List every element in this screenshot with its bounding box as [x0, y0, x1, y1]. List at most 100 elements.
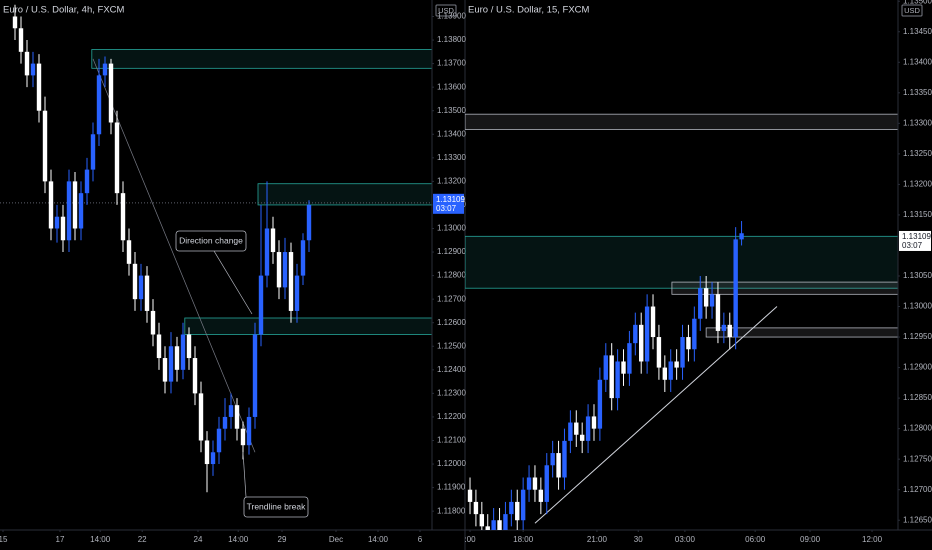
y-tick-label: 1.13900 — [437, 12, 466, 21]
trendline — [534, 306, 778, 524]
plot — [465, 113, 898, 530]
price-label: 1.13109 — [902, 232, 931, 241]
x-tick-label: 21:00 — [587, 535, 608, 544]
candle-body — [591, 416, 597, 429]
y-tick-label: 1.12700 — [437, 294, 466, 303]
x-tick-label: 14:00 — [228, 535, 249, 544]
candle-body — [692, 318, 697, 350]
y-tick-label: 1.13300 — [437, 153, 466, 162]
price-label-box — [433, 193, 464, 214]
candle-body — [479, 514, 485, 527]
y-tick-label: 1.13000 — [437, 224, 466, 233]
candle-body — [615, 361, 620, 399]
candle-body — [156, 334, 162, 359]
candle-body — [467, 489, 473, 502]
x-tick-label: 24 — [194, 535, 203, 544]
candle-body — [96, 75, 102, 135]
x-tick-label: 12:00 — [862, 535, 883, 544]
x-tick-label: 14:00 — [90, 535, 111, 544]
candle-body — [204, 440, 210, 465]
candle-body — [234, 405, 240, 429]
candle-body — [258, 275, 264, 335]
x-tick-label: 6 — [418, 535, 423, 544]
zone — [257, 183, 432, 206]
y-tick-label: 1.13150 — [903, 210, 932, 219]
zone — [91, 49, 432, 69]
candle-body — [282, 252, 288, 288]
zone — [465, 235, 898, 289]
candle-body — [674, 361, 679, 368]
candle-body — [656, 337, 662, 368]
candle-body — [198, 393, 204, 441]
y-tick-label: 1.13200 — [903, 180, 932, 189]
zone — [705, 327, 898, 338]
candle-body — [36, 63, 42, 111]
candle-body — [597, 379, 603, 429]
y-tick-label: 1.11900 — [437, 483, 466, 492]
y-tick-label: 1.13300 — [903, 118, 932, 127]
y-tick-label: 1.12200 — [437, 412, 466, 421]
candle-body — [72, 181, 78, 229]
y-tick-label: 1.12700 — [903, 485, 932, 494]
candle-body — [174, 346, 180, 370]
x-tick-label: 09:00 — [800, 535, 821, 544]
currency: USD — [438, 6, 454, 15]
y-tick-label: 1.12400 — [437, 365, 466, 374]
y-tick-label: 1.12900 — [437, 247, 466, 256]
candle-body — [228, 405, 234, 417]
zone — [671, 281, 898, 295]
x-tick-label: 15 — [0, 535, 8, 544]
candle-body — [497, 520, 502, 530]
y-tick-label: 1.12500 — [437, 341, 466, 350]
trendline — [92, 58, 256, 453]
candle-body — [703, 288, 709, 307]
candle-body — [520, 489, 526, 521]
y-tick-label: 1.13500 — [437, 106, 466, 115]
y-tick-label: 1.13200 — [437, 176, 466, 185]
candle-body — [721, 324, 727, 331]
candle-body — [126, 240, 132, 264]
candle-body — [144, 275, 150, 311]
annotation-text: Trendline break — [247, 501, 306, 511]
candle-body — [627, 343, 632, 374]
y-tick-label: 1.13800 — [437, 35, 466, 44]
candle-body — [709, 294, 715, 307]
annotation-text: Direction change — [179, 235, 243, 245]
zone — [184, 317, 432, 335]
candle-body — [216, 428, 222, 453]
annotation-leader — [213, 250, 253, 315]
candle-body — [84, 169, 90, 194]
y-tick-label: 1.12650 — [903, 515, 932, 524]
candle-body — [66, 181, 72, 241]
x-tick-label: 03:00 — [675, 535, 696, 544]
annotation-box — [243, 496, 309, 518]
candle-body — [485, 526, 490, 530]
candle-body — [48, 181, 54, 229]
candle-body — [579, 434, 585, 441]
candle-body — [568, 422, 573, 441]
candle-body — [650, 306, 656, 338]
y-tick-label: 1.13000 — [903, 302, 932, 311]
candle-body — [168, 346, 174, 382]
candle-body — [132, 263, 138, 300]
candle-body — [138, 275, 144, 300]
candle-body — [54, 216, 60, 229]
candle-body — [544, 465, 549, 502]
candle-body — [473, 501, 479, 515]
annotation-leader — [242, 451, 247, 498]
candle-body — [550, 453, 555, 466]
x-tick-label: Dec — [329, 535, 343, 544]
currency: USD — [904, 6, 920, 15]
price-label-box — [899, 230, 931, 251]
y-tick-label: 1.12800 — [903, 424, 932, 433]
countdown: 03:07 — [436, 204, 457, 213]
x-tick-label: 22 — [138, 535, 147, 544]
candle-body — [509, 501, 514, 515]
y-tick-label: 1.12100 — [437, 436, 466, 445]
x-tick-label: 14:00 — [368, 535, 389, 544]
candle-body — [300, 240, 306, 276]
price-label: 1.13109 — [436, 195, 465, 204]
candle-body — [294, 275, 300, 311]
y-tick-label: 1.12950 — [903, 332, 932, 341]
